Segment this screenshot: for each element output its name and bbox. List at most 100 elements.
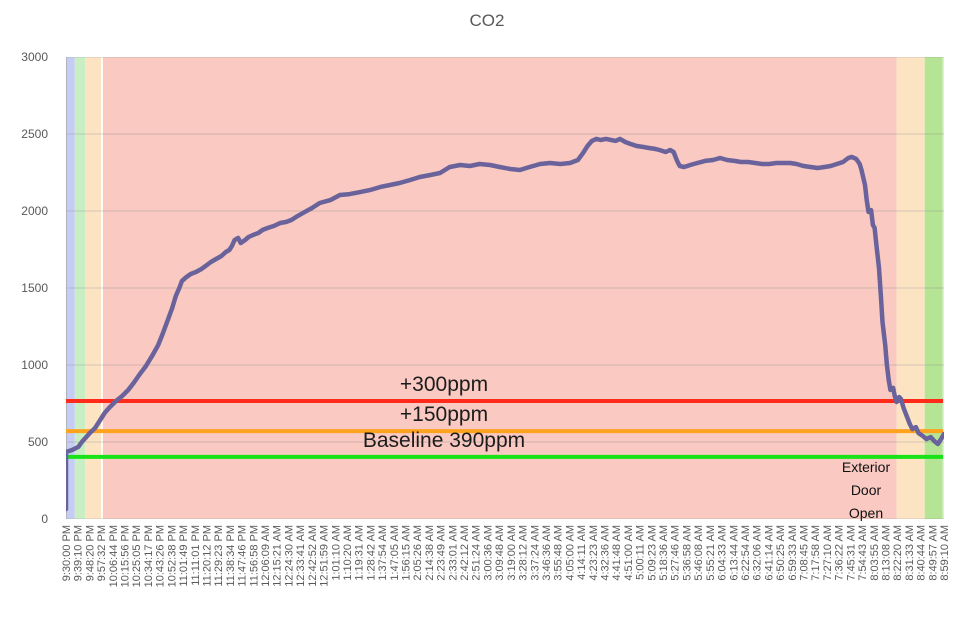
x-tick-14: 11:38:34 PM — [225, 525, 237, 587]
bg-band-6 — [942, 57, 944, 519]
x-tick-1: 9:39:10 PM — [73, 525, 85, 581]
note-line-2: Door — [850, 482, 882, 498]
x-tick-21: 12:42:52 AM — [307, 525, 319, 587]
bg-band-4 — [896, 57, 925, 519]
x-tick-42: 3:55:48 AM — [553, 525, 565, 581]
note-line-1: Exterior — [841, 459, 891, 475]
bg-band-0 — [66, 57, 75, 519]
x-tick-12: 11:20:12 PM — [202, 525, 214, 587]
x-tick-56: 6:04:33 AM — [717, 525, 729, 581]
co2-series-line — [66, 136, 944, 512]
x-tick-75: 8:59:10 AM — [939, 525, 951, 581]
x-tick-60: 6:41:14 AM — [763, 525, 775, 581]
x-tick-54: 5:46:08 AM — [693, 525, 705, 581]
y-tick-500: 500 — [28, 435, 48, 449]
x-tick-20: 12:33:41 AM — [295, 525, 307, 587]
x-tick-28: 1:47:05 AM — [389, 525, 401, 581]
x-tick-5: 10:15:56 PM — [120, 525, 132, 587]
x-tick-41: 3:46:36 AM — [541, 525, 553, 581]
x-tick-2: 9:48:20 PM — [84, 525, 96, 581]
x-tick-24: 1:10:20 AM — [342, 525, 354, 581]
x-tick-8: 10:43:26 PM — [155, 525, 167, 587]
x-tick-0: 9:30:00 PM — [61, 525, 73, 581]
y-tick-3000: 3000 — [21, 50, 48, 64]
x-tick-10: 11:01:49 PM — [178, 525, 190, 587]
x-tick-43: 4:05:00 AM — [564, 525, 576, 581]
ref-label-plus150ppm: +150ppm — [399, 403, 489, 426]
x-tick-62: 6:59:33 AM — [787, 525, 799, 581]
x-tick-7: 10:34:17 PM — [143, 525, 155, 587]
x-tick-37: 3:09:48 AM — [494, 525, 506, 581]
x-tick-13: 11:29:23 PM — [213, 525, 225, 587]
x-tick-44: 4:14:11 AM — [576, 525, 588, 580]
x-tick-59: 6:32:06 AM — [752, 525, 764, 581]
x-tick-15: 11:47:46 PM — [237, 525, 249, 587]
x-tick-36: 3:00:36 AM — [482, 525, 494, 581]
x-tick-61: 6:50:25 AM — [775, 525, 787, 581]
x-tick-48: 4:51:00 AM — [623, 525, 635, 581]
ref-label-baseline-390ppm: Baseline 390ppm — [362, 429, 526, 452]
x-tick-27: 1:37:54 AM — [377, 525, 389, 581]
x-tick-71: 8:22:20 AM — [892, 525, 904, 581]
x-tick-19: 12:24:30 AM — [283, 525, 295, 587]
x-tick-74: 8:49:57 AM — [927, 525, 939, 581]
chart-title: CO2 — [469, 11, 505, 30]
x-tick-65: 7:27:10 AM — [822, 525, 834, 581]
x-tick-40: 3:37:24 AM — [529, 525, 541, 581]
x-tick-51: 5:18:36 AM — [658, 525, 670, 581]
x-tick-29: 1:56:15 AM — [401, 525, 413, 581]
plot-area — [66, 57, 944, 519]
x-tick-66: 7:36:22 AM — [834, 525, 846, 581]
y-tick-1000: 1000 — [21, 358, 48, 372]
x-tick-55: 5:55:21 AM — [705, 525, 717, 581]
x-tick-30: 2:05:26 AM — [412, 525, 424, 581]
y-tick-0: 0 — [41, 512, 48, 526]
x-tick-46: 4:32:36 AM — [600, 525, 612, 581]
x-tick-22: 12:51:59 AM — [319, 525, 331, 587]
bg-band-3 — [102, 57, 897, 519]
x-tick-38: 3:19:00 AM — [506, 525, 518, 581]
exterior-door-open-note: Exterior Door Open — [811, 456, 921, 525]
bg-band-2 — [85, 57, 102, 519]
x-tick-18: 12:15:21 AM — [272, 525, 284, 587]
x-tick-53: 5:36:58 AM — [682, 525, 694, 581]
y-tick-2500: 2500 — [21, 127, 48, 141]
x-tick-64: 7:17:58 AM — [810, 525, 822, 581]
x-tick-63: 7:08:45 AM — [799, 525, 811, 581]
x-tick-73: 8:40:44 AM — [916, 525, 928, 581]
x-tick-34: 2:42:12 AM — [459, 525, 471, 581]
note-line-3: Open — [848, 505, 884, 521]
x-tick-25: 1:19:31 AM — [354, 525, 366, 581]
x-tick-47: 4:41:48 AM — [611, 525, 623, 581]
bg-band-1 — [74, 57, 86, 519]
x-tick-31: 2:14:38 AM — [424, 525, 436, 581]
x-tick-32: 2:23:49 AM — [436, 525, 448, 581]
bg-band-5 — [924, 57, 943, 519]
x-tick-68: 7:54:43 AM — [857, 525, 869, 581]
x-tick-72: 8:31:33 AM — [904, 525, 916, 581]
x-tick-49: 5:00:11 AM — [635, 525, 647, 580]
x-tick-4: 10:06:44 PM — [108, 525, 120, 587]
x-tick-67: 7:45:31 AM — [845, 525, 857, 581]
x-tick-33: 2:33:01 AM — [447, 525, 459, 581]
x-tick-50: 5:09:23 AM — [646, 525, 658, 581]
x-tick-9: 10:52:38 PM — [166, 525, 178, 587]
x-tick-6: 10:25:05 PM — [131, 525, 143, 587]
x-tick-23: 1:01:10 AM — [330, 525, 342, 581]
x-tick-52: 5:27:46 AM — [670, 525, 682, 581]
x-tick-16: 11:56:58 PM — [248, 525, 260, 587]
x-tick-45: 4:23:23 AM — [588, 525, 600, 581]
x-tick-58: 6:22:54 AM — [740, 525, 752, 581]
x-tick-11: 11:11:01 PM — [190, 525, 202, 586]
x-tick-35: 2:51:24 AM — [471, 525, 483, 581]
x-tick-57: 6:13:44 AM — [728, 525, 740, 581]
y-tick-2000: 2000 — [21, 204, 48, 218]
y-tick-1500: 1500 — [21, 281, 48, 295]
x-tick-26: 1:28:42 AM — [365, 525, 377, 581]
x-tick-3: 9:57:32 PM — [96, 525, 108, 581]
x-tick-39: 3:28:12 AM — [518, 525, 530, 581]
x-tick-17: 12:06:09 AM — [260, 525, 272, 587]
x-tick-69: 8:03:55 AM — [869, 525, 881, 581]
ref-label-plus300ppm: +300ppm — [399, 373, 489, 396]
